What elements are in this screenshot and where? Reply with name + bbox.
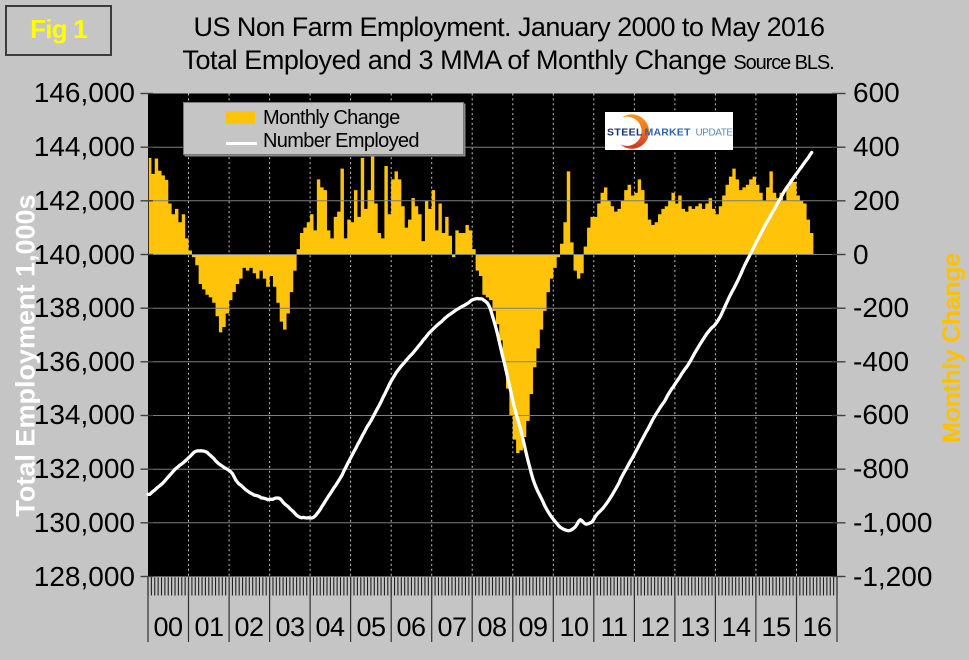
svg-text:STEEL: STEEL [607,127,643,139]
svg-text:MARKET: MARKET [645,127,691,139]
svg-text:UPDATE: UPDATE [696,128,734,139]
